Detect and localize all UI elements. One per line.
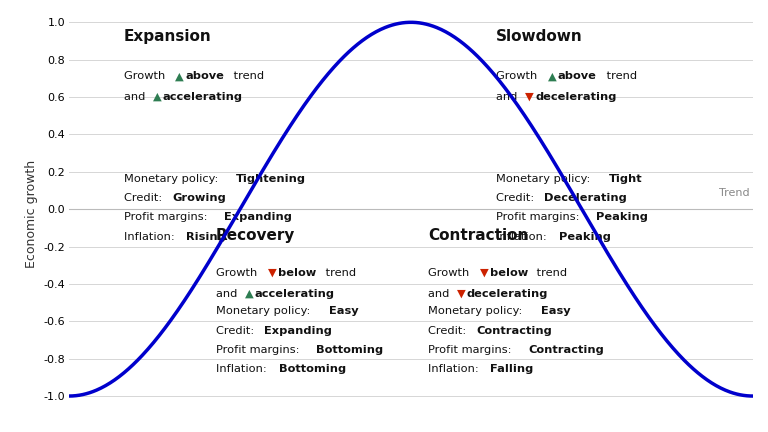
Text: ▲: ▲ <box>245 289 253 299</box>
Text: Expanding: Expanding <box>264 326 332 336</box>
Text: ▼: ▼ <box>525 92 534 102</box>
Text: Monetary policy:: Monetary policy: <box>124 174 222 184</box>
Text: ▼: ▼ <box>457 289 465 299</box>
Text: accelerating: accelerating <box>163 92 243 102</box>
Text: Decelerating: Decelerating <box>545 193 627 203</box>
Text: trend: trend <box>534 268 568 278</box>
Text: Profit margins:: Profit margins: <box>428 345 515 355</box>
Text: accelerating: accelerating <box>255 289 335 299</box>
Text: Monetary policy:: Monetary policy: <box>216 306 314 316</box>
Text: ▲: ▲ <box>153 92 161 102</box>
Text: Inflation:: Inflation: <box>496 232 551 241</box>
Text: Contracting: Contracting <box>528 345 604 355</box>
Text: Rising: Rising <box>187 232 226 241</box>
Text: Credit:: Credit: <box>124 193 166 203</box>
Text: Tightening: Tightening <box>237 174 306 184</box>
Text: Bottoming: Bottoming <box>316 345 383 355</box>
Text: Growth: Growth <box>496 71 541 81</box>
Text: and: and <box>216 289 241 299</box>
Text: Inflation:: Inflation: <box>428 364 482 374</box>
Text: ▼: ▼ <box>479 268 488 278</box>
Text: Profit margins:: Profit margins: <box>216 345 303 355</box>
Text: Peaking: Peaking <box>559 232 611 241</box>
Text: Profit margins:: Profit margins: <box>496 212 584 222</box>
Text: Growth: Growth <box>124 71 169 81</box>
Text: above: above <box>558 71 597 81</box>
Text: Credit:: Credit: <box>428 326 470 336</box>
Text: Growth: Growth <box>428 268 473 278</box>
Text: ▲: ▲ <box>548 71 557 81</box>
Text: trend: trend <box>603 71 637 81</box>
Text: Contracting: Contracting <box>476 326 551 336</box>
Text: above: above <box>185 71 224 81</box>
Text: Easy: Easy <box>329 306 358 316</box>
Text: trend: trend <box>230 71 264 81</box>
Text: Recovery: Recovery <box>216 228 296 243</box>
Text: Expanding: Expanding <box>223 212 292 222</box>
Text: Contraction: Contraction <box>428 228 528 243</box>
Text: Inflation:: Inflation: <box>124 232 178 241</box>
Text: Bottoming: Bottoming <box>279 364 346 374</box>
Text: Slowdown: Slowdown <box>496 29 583 44</box>
Text: Monetary policy:: Monetary policy: <box>496 174 594 184</box>
Text: Falling: Falling <box>491 364 534 374</box>
Text: and: and <box>428 289 453 299</box>
Text: Inflation:: Inflation: <box>216 364 270 374</box>
Text: Credit:: Credit: <box>496 193 538 203</box>
Text: decelerating: decelerating <box>535 92 617 102</box>
Y-axis label: Economic growth: Economic growth <box>25 160 38 268</box>
Text: Credit:: Credit: <box>216 326 258 336</box>
Text: Growth: Growth <box>216 268 261 278</box>
Text: Trend: Trend <box>719 188 750 198</box>
Text: Profit margins:: Profit margins: <box>124 212 211 222</box>
Text: trend: trend <box>322 268 356 278</box>
Text: Expansion: Expansion <box>124 29 211 44</box>
Text: Monetary policy:: Monetary policy: <box>428 306 526 316</box>
Text: Tight: Tight <box>609 174 643 184</box>
Text: ▲: ▲ <box>175 71 184 81</box>
Text: and: and <box>124 92 149 102</box>
Text: below: below <box>278 268 316 278</box>
Text: Easy: Easy <box>541 306 570 316</box>
Text: Growing: Growing <box>172 193 226 203</box>
Text: below: below <box>489 268 528 278</box>
Text: Peaking: Peaking <box>597 212 648 222</box>
Text: decelerating: decelerating <box>467 289 548 299</box>
Text: ▼: ▼ <box>267 268 276 278</box>
Text: and: and <box>496 92 521 102</box>
